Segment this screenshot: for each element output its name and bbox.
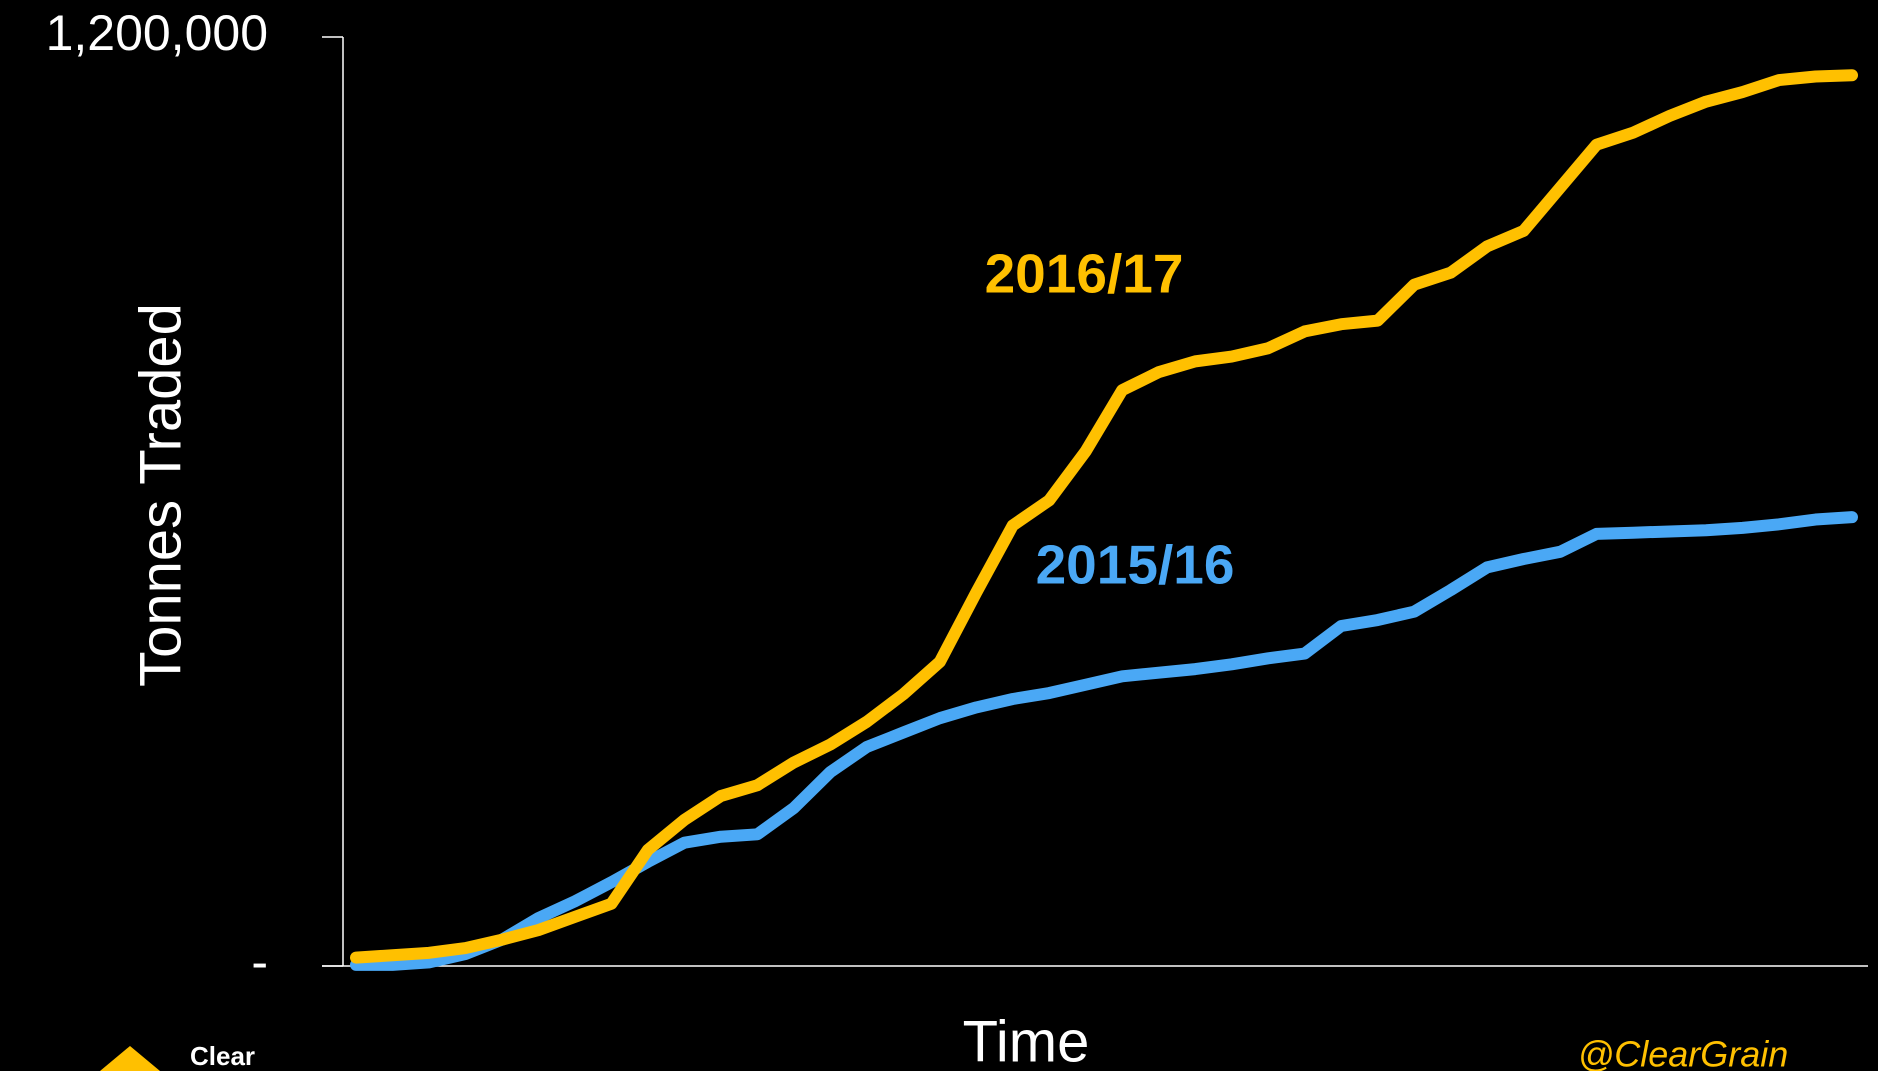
series-line — [350, 69, 1858, 964]
logo-text: Clear — [190, 1041, 255, 1071]
y-tick-label: 1,200,000 — [46, 5, 268, 61]
y-axis-label: Tonnes Traded — [128, 303, 193, 687]
series-label: 2015/16 — [1036, 534, 1235, 596]
series-line — [350, 511, 1858, 971]
watermark: @ClearGrain — [1578, 1034, 1789, 1071]
series-label: 2016/17 — [985, 243, 1184, 305]
x-axis-label: Time — [963, 1009, 1090, 1071]
logo-icon — [100, 1046, 160, 1071]
y-tick-label: - — [251, 934, 268, 990]
